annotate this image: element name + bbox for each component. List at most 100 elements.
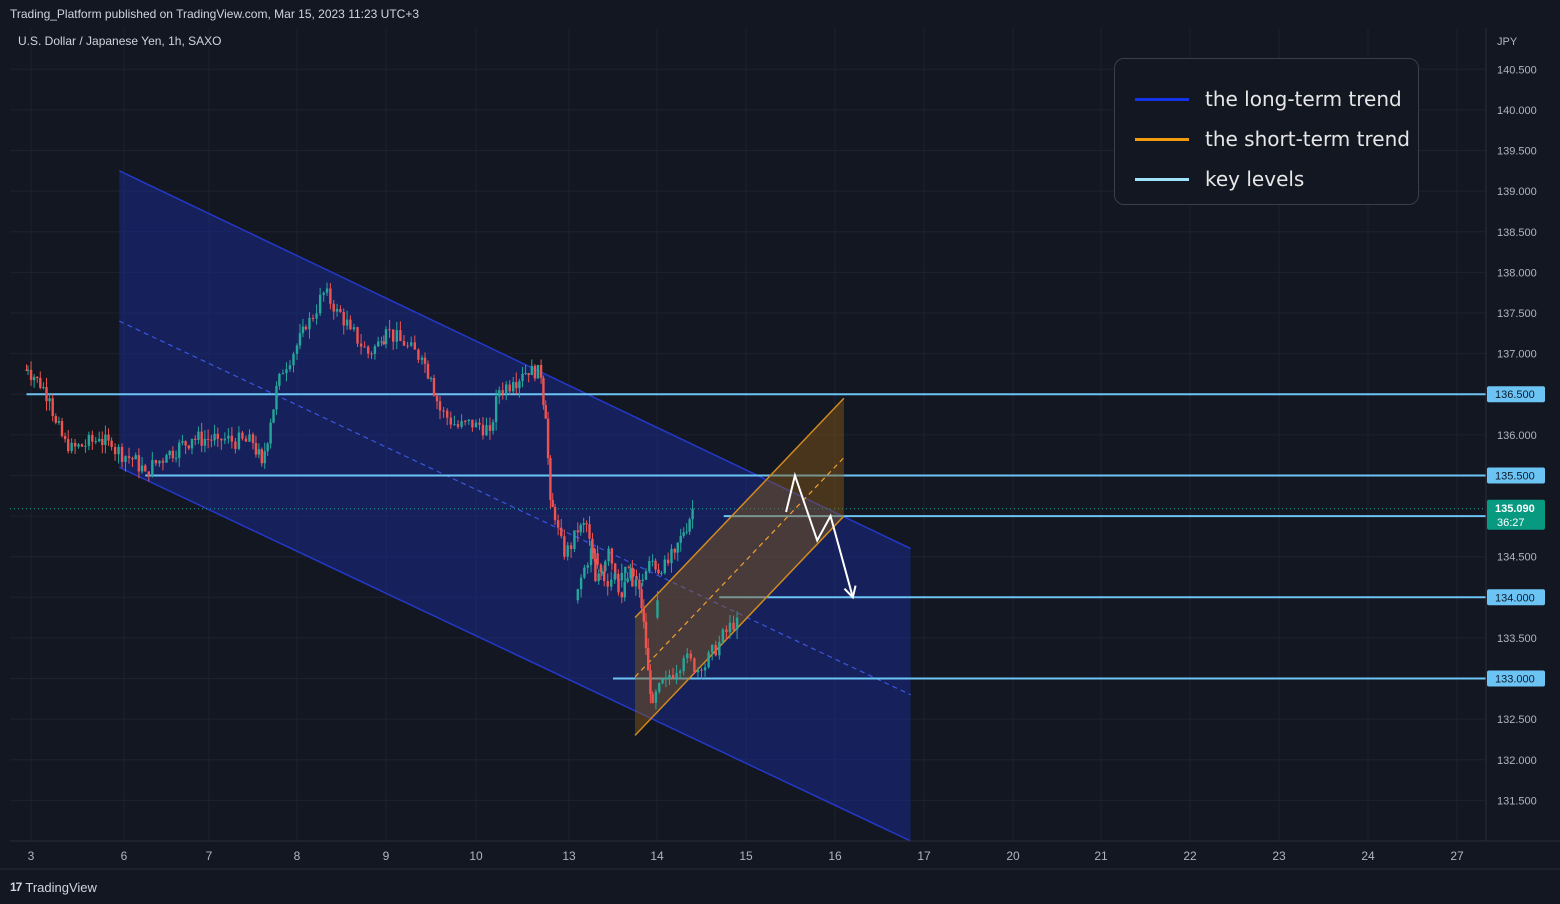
x-tick-label: 27: [1450, 849, 1464, 863]
candle-body: [101, 438, 104, 446]
short-term-channel-upper: [634, 397, 845, 619]
key-level-tag[interactable]: [1487, 467, 1545, 484]
candle-body: [230, 435, 234, 442]
candle-body: [512, 382, 515, 392]
candle-body: [631, 567, 634, 587]
candle-body: [651, 560, 654, 562]
candle-body: [647, 647, 650, 671]
candle-body: [367, 346, 370, 354]
candle-body: [288, 365, 292, 370]
candle-body: [36, 376, 39, 378]
candle-body: [392, 329, 395, 342]
candle-body: [627, 566, 631, 568]
chart-title: U.S. Dollar / Japanese Yen, 1h, SAXO: [18, 34, 221, 48]
candle-body: [107, 434, 110, 441]
candle-body: [137, 455, 141, 472]
legend-item-key-levels: key levels: [1135, 159, 1418, 199]
candle-body: [178, 442, 181, 458]
candle-body: [301, 326, 305, 334]
key-level-tag-label: 135.500: [1495, 470, 1535, 482]
candle-body: [586, 565, 589, 568]
candle-body: [732, 622, 735, 630]
candle-body: [260, 449, 263, 464]
candle-body: [87, 434, 91, 446]
candle-body: [600, 571, 604, 574]
candle-body: [670, 548, 673, 564]
candle-body: [29, 369, 33, 381]
candle-body: [45, 387, 48, 402]
candle-body: [406, 345, 409, 347]
candle-body: [644, 571, 648, 580]
candle-body: [70, 442, 73, 452]
candle-body: [120, 446, 124, 462]
legend-label: key levels: [1205, 167, 1305, 191]
candle-body: [203, 438, 207, 446]
candle-body: [402, 340, 406, 346]
candle-body: [460, 420, 463, 427]
candle-body: [546, 418, 550, 459]
candle-body: [569, 545, 573, 549]
x-tick-label: 20: [1006, 849, 1020, 863]
candle-body: [640, 589, 643, 609]
candle-body: [417, 349, 420, 360]
candle-body: [223, 438, 227, 441]
candle-body: [244, 438, 248, 442]
candle-body: [551, 499, 554, 508]
y-tick-label: 131.500: [1497, 795, 1537, 807]
candle-body: [491, 422, 495, 431]
candle-body: [48, 398, 51, 402]
candle-body: [536, 365, 540, 379]
candle-body: [382, 341, 385, 345]
long-term-channel-lower: [119, 466, 911, 842]
candle-body: [281, 373, 285, 375]
candle-body: [700, 669, 703, 671]
candle-body: [154, 460, 158, 464]
candle-body: [73, 442, 77, 447]
candle-body: [530, 365, 533, 376]
key-level-tag[interactable]: [1487, 386, 1545, 403]
key-level-tag-label: 136.500: [1495, 389, 1535, 401]
candle-body: [171, 450, 175, 459]
candle-body: [620, 592, 623, 598]
candle-body: [671, 674, 675, 678]
candle-body: [654, 691, 658, 703]
candle-body: [707, 652, 710, 668]
candle-body: [533, 365, 537, 379]
tradingview-logo-icon: 17: [10, 880, 22, 894]
long-term-channel-fill: [119, 170, 911, 841]
candle-body: [594, 558, 597, 582]
candle-body: [660, 572, 663, 574]
candle-body: [527, 373, 530, 376]
key-level-tag[interactable]: [1487, 670, 1545, 687]
candle-body: [269, 422, 272, 444]
candle-body: [576, 589, 579, 601]
candle-body: [134, 455, 137, 460]
candle-body: [599, 564, 603, 572]
candle-body: [51, 398, 54, 417]
candle-body: [432, 377, 436, 396]
y-tick-label: 137.500: [1497, 308, 1537, 320]
candle-body: [664, 678, 668, 680]
candle-body: [363, 346, 366, 348]
candle-body: [501, 390, 504, 395]
key-level-tag[interactable]: [1487, 589, 1545, 606]
candle-body: [147, 471, 150, 477]
candle-body: [190, 438, 194, 449]
candle-body: [456, 424, 460, 427]
candle-body: [210, 439, 213, 441]
candle-body: [117, 446, 120, 455]
candle-body: [626, 578, 629, 582]
x-tick-label: 6: [121, 849, 128, 863]
candle-body: [638, 579, 641, 582]
brand-name: TradingView: [25, 879, 97, 895]
candle-body: [329, 288, 332, 304]
candle-body: [423, 357, 427, 364]
candle-body: [292, 353, 295, 366]
candle-body: [57, 421, 61, 423]
candle-body: [675, 672, 678, 678]
candle-body: [566, 545, 569, 557]
legend-swatch-orange: [1135, 137, 1189, 141]
candle-body: [42, 387, 45, 389]
candle-body: [80, 444, 84, 447]
short-term-channel-median: [634, 457, 845, 678]
